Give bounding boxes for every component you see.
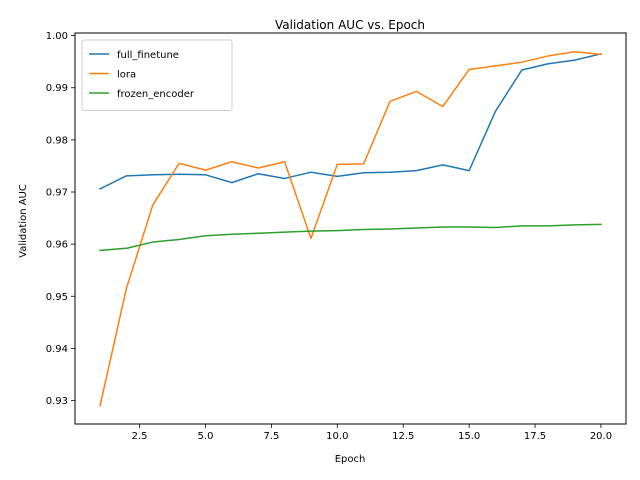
legend-label: full_finetune: [117, 50, 179, 61]
legend-box: [81, 39, 233, 111]
series-layer: [99, 51, 602, 407]
x-tick-label: 7.5: [263, 431, 279, 442]
y-tick-label: 0.94: [46, 344, 68, 355]
series-line-full-finetune: [99, 52, 602, 190]
x-tick-label: 17.5: [524, 431, 546, 442]
x-tick-label: 20.0: [590, 431, 612, 442]
y-tick-label: 0.95: [46, 292, 68, 303]
series-line-lora: [99, 51, 602, 407]
x-axis: 2.5 5.0 7.5 10.0 12.5 15.0 17.5 20.0: [132, 424, 612, 442]
y-tick-label: 0.93: [46, 396, 68, 407]
chart-title: Validation AUC vs. Epoch: [275, 18, 425, 32]
x-tick-label: 2.5: [132, 431, 148, 442]
legend-label: frozen_encoder: [117, 89, 195, 100]
series-line-frozen-encoder: [99, 223, 602, 252]
x-tick-label: 12.5: [392, 431, 414, 442]
y-axis-label: Validation AUC: [18, 184, 29, 258]
x-tick-label: 5.0: [198, 431, 214, 442]
x-tick-label: 15.0: [458, 431, 480, 442]
axes-frame: [74, 32, 627, 425]
y-tick-label: 0.98: [46, 135, 68, 146]
y-tick-label: 0.99: [46, 83, 68, 94]
y-axis: 0.93 0.94 0.95 0.96 0.97 0.98 0.99 1.00: [46, 31, 75, 407]
y-tick-label: 0.96: [46, 240, 68, 251]
legend-label: lora: [117, 70, 136, 81]
y-tick-label: 0.97: [46, 188, 68, 199]
x-tick-label: 10.0: [326, 431, 348, 442]
y-tick-label: 1.00: [46, 31, 68, 42]
x-axis-label: Epoch: [335, 454, 366, 465]
